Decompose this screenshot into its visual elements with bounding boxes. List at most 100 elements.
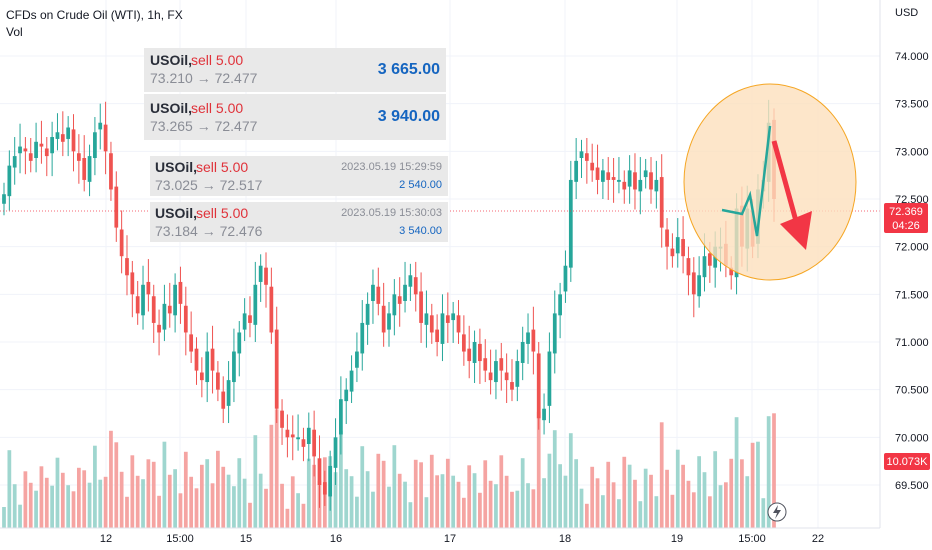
volume-bar xyxy=(125,496,129,528)
candle-body xyxy=(526,332,530,344)
candle xyxy=(413,261,418,312)
candle xyxy=(611,158,616,203)
candle xyxy=(2,182,6,216)
volume-bar xyxy=(285,508,290,528)
volume-bar xyxy=(376,453,381,528)
price-tick-label: 71.000 xyxy=(895,337,929,349)
candle-body xyxy=(66,127,71,139)
candle xyxy=(397,277,402,327)
candle-body xyxy=(558,294,562,316)
volume-bar xyxy=(718,485,723,528)
candle xyxy=(547,332,552,424)
candle-body xyxy=(141,284,145,316)
candle-body xyxy=(82,158,87,180)
candles xyxy=(2,99,776,511)
volume-bar xyxy=(713,451,718,528)
candle xyxy=(467,325,472,379)
candle-body xyxy=(435,329,439,342)
volume-bar xyxy=(44,477,49,528)
candle-body xyxy=(606,172,611,180)
candle xyxy=(675,218,680,268)
candle-body xyxy=(146,281,151,295)
candle-body xyxy=(456,315,461,333)
volume-bar xyxy=(643,468,648,528)
time-tick-label: 19 xyxy=(671,533,683,545)
trade-side: sell 5.00 xyxy=(191,100,244,116)
volume-bar xyxy=(355,496,359,528)
candle xyxy=(119,210,124,274)
trade-side: sell 5.00 xyxy=(191,52,244,68)
volume-bar xyxy=(403,481,407,528)
candle-body xyxy=(290,434,295,438)
candle xyxy=(686,246,691,296)
candle-body xyxy=(472,342,477,363)
volume-bar xyxy=(18,504,22,528)
volume-bar xyxy=(253,435,258,528)
candle xyxy=(461,315,466,366)
price-tick-label: 70.500 xyxy=(895,385,929,397)
volume-bar xyxy=(226,474,231,528)
volume-bar xyxy=(71,491,76,528)
candle xyxy=(478,328,482,384)
volume-bar xyxy=(483,460,488,528)
lightning-icon[interactable] xyxy=(767,502,787,522)
volume-bar xyxy=(269,424,274,528)
candle xyxy=(199,357,204,398)
candle-body xyxy=(248,315,252,323)
candle-body xyxy=(274,329,279,409)
volume-bar xyxy=(531,489,536,528)
time-tick-label: 15 xyxy=(240,533,252,545)
candle xyxy=(526,313,530,364)
candle xyxy=(638,157,643,215)
volume-bar xyxy=(552,430,557,528)
candle-body xyxy=(173,284,177,316)
volume-bar xyxy=(183,451,188,528)
volume-bar xyxy=(82,470,87,528)
candle-body xyxy=(344,389,349,402)
volume-bar xyxy=(558,464,562,528)
candle-body xyxy=(226,380,231,406)
candle xyxy=(376,267,381,316)
candle-body xyxy=(103,124,108,152)
candle xyxy=(360,300,365,371)
candle xyxy=(173,273,177,333)
candle-body xyxy=(312,429,317,457)
candle-body xyxy=(301,439,306,447)
candle xyxy=(424,290,429,348)
candle-body xyxy=(702,256,707,278)
volume-bar xyxy=(264,488,268,528)
candle xyxy=(189,311,194,363)
candle-body xyxy=(531,329,536,352)
down-arrow-shaft xyxy=(771,140,802,233)
volume-bar xyxy=(424,497,429,528)
candle xyxy=(274,306,279,424)
candle xyxy=(50,121,54,177)
trade-side: sell 5.00 xyxy=(196,159,249,175)
trade-range: 73.210 → 72.477 xyxy=(150,70,258,86)
candle xyxy=(574,137,579,199)
candle xyxy=(590,143,595,182)
price-axis[interactable]: 74.00073.50073.00072.50072.00071.50071.0… xyxy=(895,51,929,492)
candle-body xyxy=(681,239,685,257)
candle-body xyxy=(23,148,28,152)
candle-body xyxy=(130,272,135,295)
candle xyxy=(681,216,685,274)
time-axis[interactable]: 12 15:00 15 16 17 18 19 15:00 22 xyxy=(0,527,880,545)
candle xyxy=(237,321,242,377)
candle-body xyxy=(413,277,418,295)
candle-body xyxy=(306,427,311,445)
volume-bar xyxy=(697,456,702,528)
trade-symbol: USOil, xyxy=(155,159,198,175)
candle xyxy=(472,330,477,383)
candle xyxy=(339,376,343,455)
candle-body xyxy=(552,313,557,354)
candle-body xyxy=(510,382,514,390)
candle-body xyxy=(659,177,664,228)
volume-bar xyxy=(761,498,766,528)
volume-bar xyxy=(280,483,284,528)
candle xyxy=(408,263,413,302)
candle-body xyxy=(654,179,659,192)
chart-title: CFDs on Crude Oil (WTI), 1h, FX xyxy=(6,8,183,22)
time-tick-label: 18 xyxy=(559,533,571,545)
candle xyxy=(253,261,258,342)
